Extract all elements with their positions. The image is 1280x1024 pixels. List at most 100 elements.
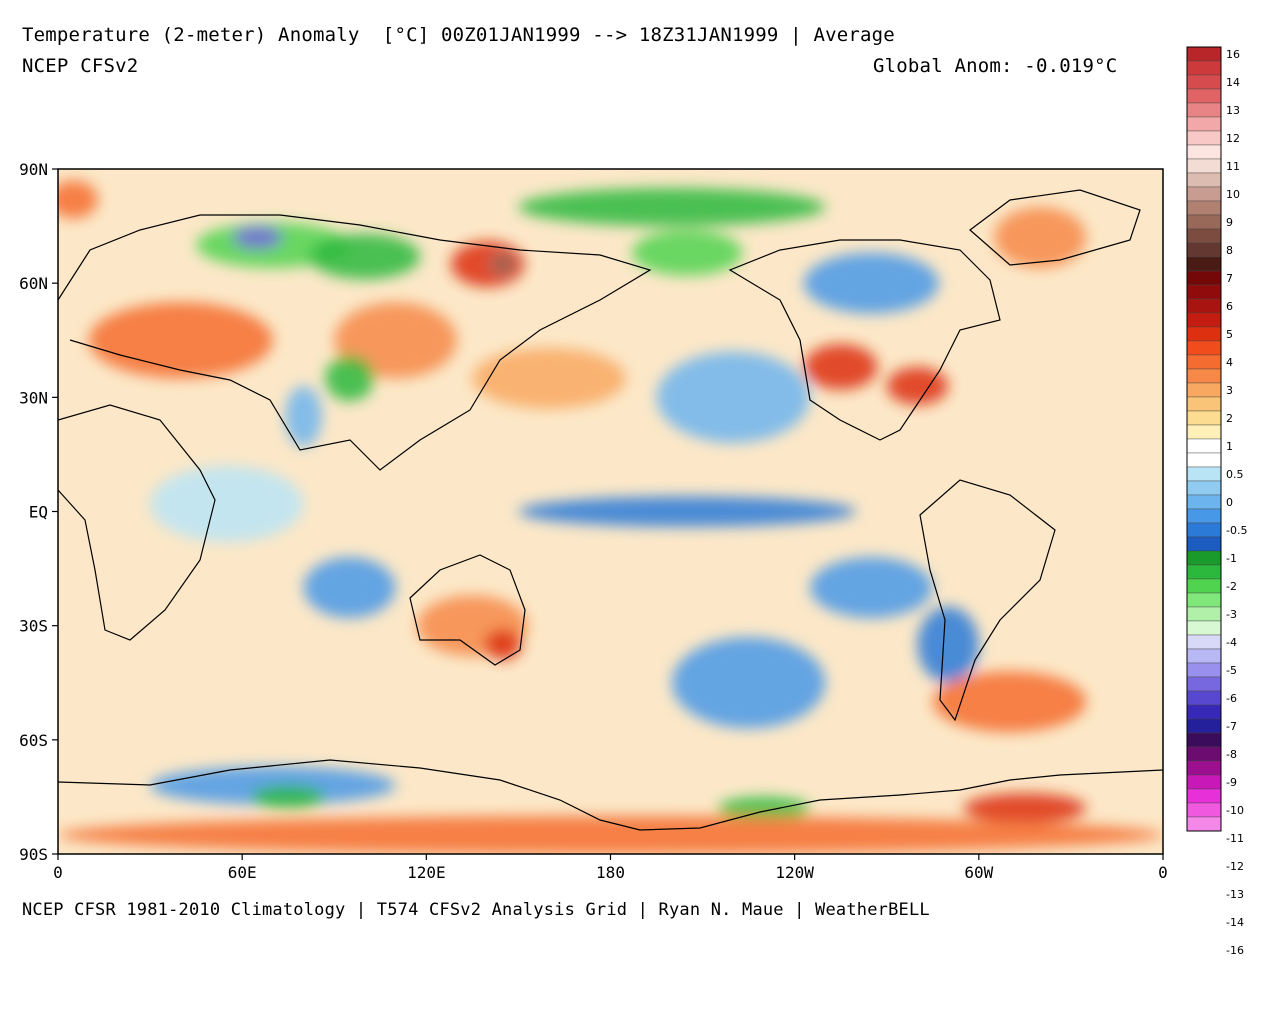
anomaly-region-26 <box>932 671 1087 733</box>
anomaly-region-17 <box>656 351 811 444</box>
coastline-greenland <box>969 189 1141 266</box>
anomaly-region-25 <box>917 606 979 683</box>
lon-tick-label-4: 120W <box>775 863 814 882</box>
coastline-eurasia <box>58 214 652 471</box>
colorbar-swatch-26 <box>1186 410 1222 426</box>
colorbar-swatch-55 <box>1186 816 1222 832</box>
colorbar-swatch-43 <box>1186 648 1222 664</box>
colorbar-label-26: -9 <box>1226 776 1237 789</box>
colorbar-swatch-10 <box>1186 186 1222 202</box>
colorbar-swatch-25 <box>1186 396 1222 412</box>
lat-tick-label-3: EQ <box>29 503 48 522</box>
lat-tick-label-6: 90S <box>19 845 48 864</box>
lat-tick-label-2: 30N <box>19 388 48 407</box>
colorbar-swatch-16 <box>1186 270 1222 286</box>
colorbar-frame <box>1186 46 1222 832</box>
anomaly-region-15 <box>803 344 878 390</box>
colorbar-swatch-7 <box>1186 144 1222 160</box>
colorbar-swatch-38 <box>1186 578 1222 594</box>
colorbar-label-16: 0 <box>1226 496 1233 509</box>
colorbar-label-25: -8 <box>1226 748 1237 761</box>
colorbar-swatch-12 <box>1186 214 1222 230</box>
longitude-axis: 0 60E 120E 180 120W 60W 0 <box>53 854 1168 882</box>
anomaly-region-31 <box>58 815 1163 854</box>
anomaly-region-0 <box>58 180 98 219</box>
lon-tick-label-5: 60W <box>964 863 993 882</box>
anomaly-region-13 <box>285 385 322 447</box>
colorbar-swatch-24 <box>1186 382 1222 398</box>
colorbar-swatch-11 <box>1186 200 1222 216</box>
colorbar-swatch-8 <box>1186 158 1222 174</box>
colorbar-swatch-50 <box>1186 746 1222 762</box>
lat-tick-label-5: 60S <box>19 731 48 750</box>
colorbar-label-29: -12 <box>1226 860 1244 873</box>
anomaly-region-9 <box>803 252 939 314</box>
colorbar-swatch-15 <box>1186 256 1222 272</box>
anomaly-region-20 <box>303 557 396 619</box>
model-name: NCEP CFSv2 <box>22 55 139 77</box>
colorbar-swatch-28 <box>1186 438 1222 454</box>
colorbar-swatch-31 <box>1186 480 1222 496</box>
colorbar-swatch-53 <box>1186 788 1222 804</box>
lon-tick-label-6: 0 <box>1158 863 1168 882</box>
anomaly-region-6 <box>518 188 826 227</box>
colorbar-swatch-34 <box>1186 522 1222 538</box>
coastline-africa <box>58 404 216 641</box>
coastline-australia <box>409 554 526 666</box>
colorbar-label-20: -3 <box>1226 608 1237 621</box>
colorbar-label-15: 0.5 <box>1226 468 1244 481</box>
colorbar-swatch-5 <box>1186 116 1222 132</box>
colorbar-label-23: -6 <box>1226 692 1237 705</box>
colorbar-swatch-30 <box>1186 466 1222 482</box>
anomaly-region-19 <box>150 465 304 542</box>
colorbar-swatch-29 <box>1186 452 1222 468</box>
credits-line: NCEP CFSR 1981-2010 Climatology | T574 C… <box>22 900 930 920</box>
map-title: Temperature (2-meter) Anomaly [°C] 00Z01… <box>22 24 895 46</box>
colorbar-label-1: 14 <box>1226 76 1240 89</box>
colorbar: 16 14 13 12 11 10 9 8 7 6 5 4 3 2 1 0.5 0 -0.5 -1 -2 -3 -4 -5 -… <box>1186 46 1247 957</box>
colorbar-swatch-18 <box>1186 298 1222 314</box>
anomaly-region-29 <box>717 796 811 820</box>
colorbar-swatch-39 <box>1186 592 1222 608</box>
colorbar-label-3: 12 <box>1226 132 1240 145</box>
colorbar-label-9: 6 <box>1226 300 1233 313</box>
colorbar-swatch-42 <box>1186 634 1222 650</box>
colorbar-swatch-6 <box>1186 130 1222 146</box>
colorbar-label-7: 8 <box>1226 244 1233 257</box>
colorbar-swatch-36 <box>1186 550 1222 566</box>
latitude-axis: 90N 60N 30N EQ 30S 60S 90S <box>19 160 58 864</box>
colorbar-swatch-49 <box>1186 732 1222 748</box>
colorbar-label-27: -10 <box>1226 804 1244 817</box>
lat-tick-label-4: 30S <box>19 617 48 636</box>
anomaly-region-18 <box>518 496 857 527</box>
colorbar-label-17: -0.5 <box>1226 524 1247 537</box>
colorbar-swatch-4 <box>1186 102 1222 118</box>
colorbar-swatch-9 <box>1186 172 1222 188</box>
colorbar-label-5: 10 <box>1226 188 1240 201</box>
colorbar-label-8: 7 <box>1226 272 1233 285</box>
colorbar-label-18: -1 <box>1226 552 1237 565</box>
coastlines <box>58 189 1163 831</box>
anomaly-region-28 <box>251 785 326 809</box>
colorbar-swatch-40 <box>1186 606 1222 622</box>
colorbar-swatch-52 <box>1186 774 1222 790</box>
colorbar-swatch-46 <box>1186 690 1222 706</box>
colorbar-swatch-13 <box>1186 228 1222 244</box>
lon-tick-label-3: 180 <box>596 863 625 882</box>
anomaly-region-12 <box>325 355 375 402</box>
colorbar-label-10: 5 <box>1226 328 1233 341</box>
colorbar-label-21: -4 <box>1226 636 1237 649</box>
anomaly-region-16 <box>886 366 949 405</box>
colorbar-swatch-54 <box>1186 802 1222 818</box>
anomaly-region-11 <box>334 302 458 379</box>
colorbar-swatch-3 <box>1186 88 1222 104</box>
anomaly-region-3 <box>309 233 421 280</box>
colorbar-swatch-20 <box>1186 326 1222 342</box>
colorbar-swatch-47 <box>1186 704 1222 720</box>
anomaly-region-2 <box>232 226 283 249</box>
anomaly-region-22 <box>484 629 522 660</box>
colorbar-swatch-33 <box>1186 508 1222 524</box>
anomaly-region-23 <box>671 637 826 729</box>
colorbar-swatch-41 <box>1186 620 1222 636</box>
